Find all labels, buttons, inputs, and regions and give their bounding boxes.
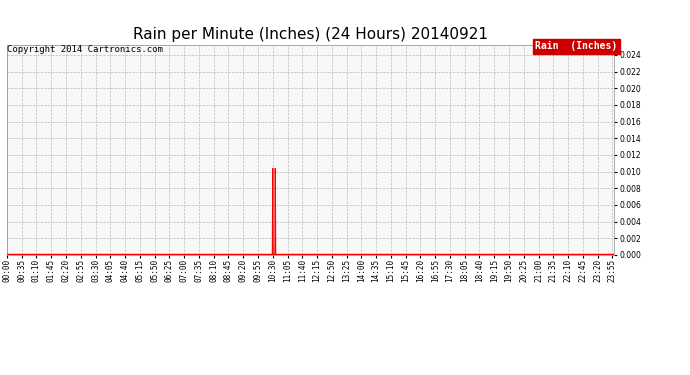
Text: Rain  (Inches): Rain (Inches) (535, 41, 618, 51)
Title: Rain per Minute (Inches) (24 Hours) 20140921: Rain per Minute (Inches) (24 Hours) 2014… (133, 27, 488, 42)
Text: Copyright 2014 Cartronics.com: Copyright 2014 Cartronics.com (7, 45, 163, 54)
